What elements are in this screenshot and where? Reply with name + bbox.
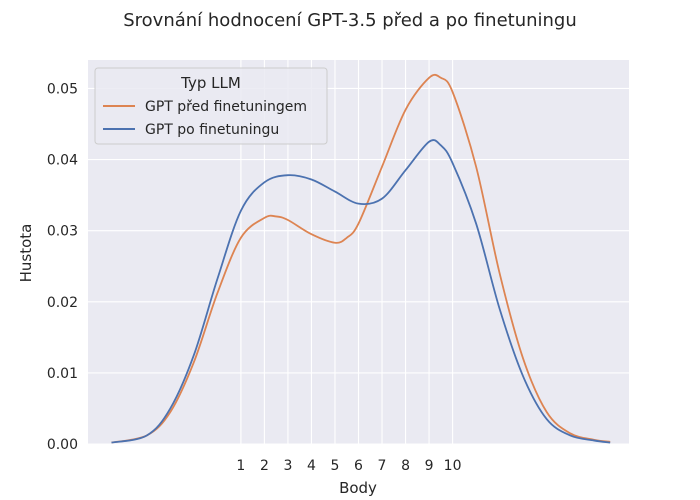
y-tick-label: 0.01: [47, 366, 78, 382]
y-tick-label: 0.04: [47, 153, 78, 169]
legend-entry-label: GPT po finetuningu: [145, 122, 279, 138]
series-line: [111, 73, 611, 444]
y-tick-label: 0.00: [47, 437, 78, 453]
legend: Typ LLM GPT před finetuningem GPT po fine…: [94, 67, 328, 145]
x-tick-label: 9: [425, 458, 434, 474]
legend-entry-label: GPT před finetuningem: [145, 99, 307, 115]
x-axis-label: Body: [339, 479, 377, 497]
series-lines: [111, 73, 611, 444]
y-tick-label: 0.05: [47, 81, 78, 97]
x-tick-label: 4: [307, 458, 316, 474]
x-tick-label: 2: [260, 458, 269, 474]
x-tick-label: 3: [283, 458, 292, 474]
x-tick-label: 7: [378, 458, 387, 474]
legend-title: Typ LLM: [180, 74, 241, 92]
x-axis-ticks: 1 2 3 4 5 6 7 8 9 10: [236, 458, 461, 474]
y-tick-label: 0.03: [47, 224, 78, 240]
legend-box: [94, 67, 328, 145]
x-tick-label: 8: [401, 458, 410, 474]
chart-title: Srovnání hodnocení GPT-3.5 před a po fin…: [123, 10, 577, 31]
x-tick-label: 10: [444, 458, 462, 474]
y-axis-ticks: 0.00 0.01 0.02 0.03 0.04 0.05: [47, 81, 78, 453]
y-axis-label: Hustota: [17, 224, 35, 283]
series-line: [111, 139, 611, 444]
x-tick-label: 1: [236, 458, 245, 474]
x-tick-label: 5: [331, 458, 340, 474]
y-tick-label: 0.02: [47, 295, 78, 311]
x-tick-label: 6: [354, 458, 363, 474]
